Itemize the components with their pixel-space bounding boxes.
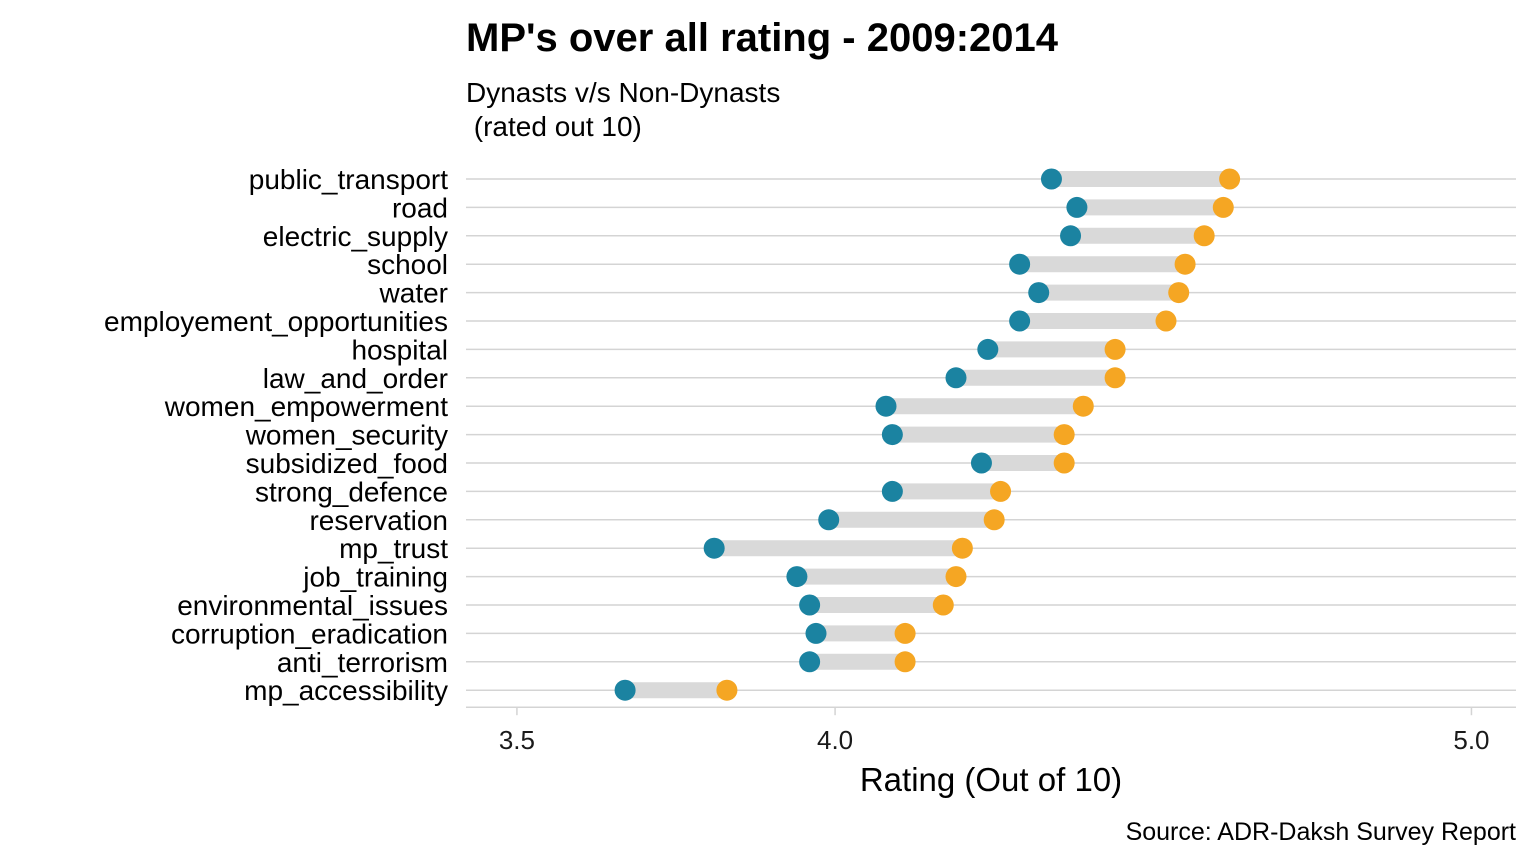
point-high-subsidized_food xyxy=(1053,452,1075,474)
x-tick-label-1: 4.0 xyxy=(817,725,853,755)
category-label-public_transport: public_transport xyxy=(249,164,448,195)
source-caption: Source: ADR-Daksh Survey Report xyxy=(1126,818,1516,846)
point-low-anti_terrorism xyxy=(799,651,821,673)
category-label-strong_defence: strong_defence xyxy=(255,476,448,507)
point-low-women_empowerment xyxy=(875,395,897,417)
point-high-women_empowerment xyxy=(1072,395,1094,417)
category-label-law_and_order: law_and_order xyxy=(263,363,448,394)
category-label-electric_supply: electric_supply xyxy=(263,221,448,252)
x-axis-title: Rating (Out of 10) xyxy=(860,761,1122,798)
category-label-mp_accessibility: mp_accessibility xyxy=(244,675,448,706)
point-high-mp_trust xyxy=(951,537,973,559)
point-low-public_transport xyxy=(1040,168,1062,190)
category-label-school: school xyxy=(367,249,448,280)
category-label-road: road xyxy=(392,192,448,223)
gridlines xyxy=(466,178,1516,708)
point-low-school xyxy=(1009,253,1031,275)
point-high-women_security xyxy=(1053,424,1075,446)
category-label-women_empowerment: women_empowerment xyxy=(164,391,448,422)
point-low-water xyxy=(1028,282,1050,304)
point-low-mp_trust xyxy=(703,537,725,559)
category-label-environmental_issues: environmental_issues xyxy=(177,590,448,621)
point-high-employement_opportunities xyxy=(1155,310,1177,332)
point-low-reservation xyxy=(818,509,840,531)
category-label-hospital: hospital xyxy=(351,334,448,365)
category-label-corruption_eradication: corruption_eradication xyxy=(171,618,448,649)
category-label-subsidized_food: subsidized_food xyxy=(246,448,448,479)
point-high-strong_defence xyxy=(990,480,1012,502)
point-low-environmental_issues xyxy=(799,594,821,616)
segments xyxy=(625,171,1230,699)
point-high-hospital xyxy=(1104,338,1126,360)
point-low-subsidized_food xyxy=(970,452,992,474)
point-low-women_security xyxy=(881,424,903,446)
point-low-law_and_order xyxy=(945,367,967,389)
point-high-environmental_issues xyxy=(932,594,954,616)
point-low-employement_opportunities xyxy=(1009,310,1031,332)
point-high-reservation xyxy=(983,509,1005,531)
point-low-corruption_eradication xyxy=(805,622,827,644)
category-label-anti_terrorism: anti_terrorism xyxy=(277,647,448,678)
point-low-job_training xyxy=(786,566,808,588)
point-low-hospital xyxy=(977,338,999,360)
point-high-water xyxy=(1168,282,1190,304)
point-high-electric_supply xyxy=(1193,225,1215,247)
point-high-road xyxy=(1212,196,1234,218)
point-low-mp_accessibility xyxy=(614,679,636,701)
x-tick-label-0: 3.5 xyxy=(499,725,535,755)
category-labels: public_transportroadelectric_supplyschoo… xyxy=(104,164,448,706)
chart-subtitle-line1: Dynasts v/s Non-Dynasts xyxy=(466,77,780,108)
point-high-anti_terrorism xyxy=(894,651,916,673)
category-label-mp_trust: mp_trust xyxy=(339,533,448,564)
category-label-job_training: job_training xyxy=(302,562,448,593)
category-label-water: water xyxy=(379,278,448,309)
category-label-reservation: reservation xyxy=(309,505,448,536)
chart-title: MP's over all rating - 2009:2014 xyxy=(466,16,1059,60)
chart-subtitle-line2: (rated out 10) xyxy=(466,111,642,142)
x-tick-label-2: 5.0 xyxy=(1453,725,1489,755)
point-high-job_training xyxy=(945,566,967,588)
point-low-strong_defence xyxy=(881,480,903,502)
point-high-mp_accessibility xyxy=(716,679,738,701)
point-low-road xyxy=(1066,196,1088,218)
category-label-employement_opportunities: employement_opportunities xyxy=(104,306,448,337)
points xyxy=(614,168,1241,701)
point-high-school xyxy=(1174,253,1196,275)
x-axis-ticks: 3.5 4.0 5.0 xyxy=(499,707,1490,755)
point-high-public_transport xyxy=(1219,168,1241,190)
point-high-law_and_order xyxy=(1104,367,1126,389)
point-high-corruption_eradication xyxy=(894,622,916,644)
category-label-women_security: women_security xyxy=(245,420,448,451)
point-low-electric_supply xyxy=(1060,225,1082,247)
